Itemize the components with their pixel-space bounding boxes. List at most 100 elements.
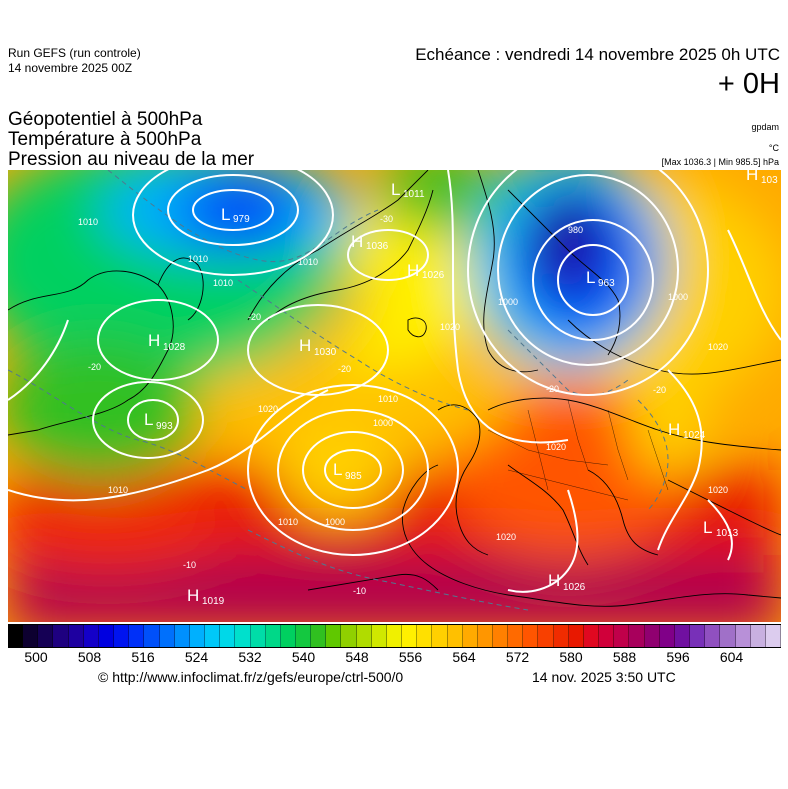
color-scale-swatch bbox=[38, 625, 54, 647]
pressure-center-type: L bbox=[221, 205, 230, 224]
unit-pressure-range: [Max 1036.3 | Min 985.5] hPa bbox=[661, 157, 779, 167]
color-scale-swatch bbox=[311, 625, 327, 647]
color-scale-swatch bbox=[659, 625, 675, 647]
color-scale-swatch bbox=[280, 625, 296, 647]
color-scale-swatch bbox=[462, 625, 478, 647]
color-scale-label: 540 bbox=[291, 649, 316, 665]
isotherm-label: -20 bbox=[338, 364, 351, 374]
isobar-label: 1000 bbox=[668, 292, 688, 302]
pressure-center-type: H bbox=[187, 586, 199, 605]
layer-title-temperature: Température à 500hPa bbox=[8, 129, 202, 150]
color-scale-label: 508 bbox=[77, 649, 102, 665]
pressure-center-value: 1026 bbox=[422, 270, 445, 281]
color-scale-swatch bbox=[705, 625, 721, 647]
geopotential-field bbox=[8, 170, 781, 622]
isotherm-label: -20 bbox=[546, 384, 559, 394]
color-scale-swatch bbox=[553, 625, 569, 647]
color-scale-swatch bbox=[402, 625, 418, 647]
isobar-label: 1020 bbox=[546, 442, 566, 452]
generation-timestamp: 14 nov. 2025 3:50 UTC bbox=[532, 669, 676, 685]
layer-title-geopotential: Géopotentiel à 500hPa bbox=[8, 109, 203, 130]
isobar-label: 1000 bbox=[325, 517, 345, 527]
color-scale-label: 500 bbox=[24, 649, 48, 665]
unit-temperature: °C bbox=[768, 143, 779, 153]
pressure-center-type: L bbox=[586, 268, 595, 287]
color-scale-swatch bbox=[735, 625, 751, 647]
isobar-label: 1010 bbox=[298, 257, 318, 267]
color-scale-swatch bbox=[235, 625, 251, 647]
pressure-center-value: 979 bbox=[233, 214, 250, 225]
pressure-centers: L 979 L 1011 H 1036 H 1026 H 1028 H 1030… bbox=[144, 170, 778, 607]
pressure-center-type: H bbox=[148, 331, 160, 350]
isotherm-label: -30 bbox=[380, 214, 393, 224]
pressure-center-type: H bbox=[299, 336, 311, 355]
color-scale-swatch bbox=[599, 625, 615, 647]
isobar-label: 1020 bbox=[440, 322, 460, 332]
color-scale-swatch bbox=[114, 625, 130, 647]
color-scale-label: 564 bbox=[452, 649, 476, 665]
color-scale-swatch bbox=[265, 625, 281, 647]
pressure-center-value: 1026 bbox=[563, 582, 586, 593]
pressure-center-value: 993 bbox=[156, 421, 173, 432]
color-scale-swatch bbox=[83, 625, 99, 647]
color-scale-labels: 500 508 516 524 532 540 548 556 564 572 580 588 596 6… bbox=[8, 649, 781, 667]
color-scale-swatch bbox=[250, 625, 266, 647]
color-scale-label: 524 bbox=[184, 649, 209, 665]
color-scale-swatch bbox=[341, 625, 357, 647]
pressure-center-value: 1036 bbox=[366, 241, 389, 252]
run-name: Run GEFS (run controle) bbox=[8, 46, 141, 60]
color-scale-swatch bbox=[8, 625, 24, 647]
pressure-center-value: 1024 bbox=[683, 430, 706, 441]
isotherm-label: -20 bbox=[248, 312, 261, 322]
color-scale-swatch bbox=[295, 625, 312, 647]
validity-time: Echéance : vendredi 14 novembre 2025 0h … bbox=[415, 45, 780, 64]
color-scale-swatch bbox=[538, 625, 554, 647]
color-scale-swatch bbox=[326, 625, 342, 647]
isobar-label: 1010 bbox=[213, 278, 233, 288]
color-scale-label: 532 bbox=[238, 649, 262, 665]
color-scale-swatch bbox=[68, 625, 84, 647]
isobar-label: 1000 bbox=[498, 297, 518, 307]
color-scale-swatch bbox=[583, 625, 600, 647]
color-scale-swatch bbox=[614, 625, 630, 647]
country-borders bbox=[487, 399, 669, 501]
pressure-center-value: 1028 bbox=[163, 342, 186, 353]
pressure-center-value: 1019 bbox=[202, 596, 225, 607]
color-scale-swatch bbox=[174, 625, 190, 647]
pressure-center-type: L bbox=[333, 460, 342, 479]
pressure-center-value: 1030 bbox=[314, 347, 337, 358]
isobar-value-labels: 1010 1010 1010 1010 1020 1020 1010 1000 … bbox=[78, 217, 728, 542]
pressure-center-type: L bbox=[391, 180, 400, 199]
pressure-center-type: H bbox=[668, 420, 680, 439]
weather-map[interactable]: 1010 1010 1010 1010 1020 1020 1010 1000 … bbox=[8, 170, 781, 622]
layer-title-pressure: Pression au niveau de la mer bbox=[8, 149, 255, 170]
temperature-isotherms bbox=[8, 170, 669, 611]
coastlines bbox=[8, 170, 781, 607]
color-scale-swatch bbox=[568, 625, 584, 647]
isotherm-label: -20 bbox=[653, 385, 666, 395]
isotherm-label: -20 bbox=[88, 362, 101, 372]
isobar-label: 980 bbox=[568, 225, 583, 235]
isobars bbox=[8, 170, 781, 593]
pressure-center-value: 963 bbox=[598, 278, 615, 289]
source-credit: © http://www.infoclimat.fr/z/gefs/europe… bbox=[98, 669, 404, 685]
isotherm-label: -10 bbox=[353, 586, 366, 596]
pressure-center-value: 985 bbox=[345, 471, 362, 482]
color-scale-swatch bbox=[508, 625, 524, 647]
color-scale-swatch bbox=[523, 625, 539, 647]
temperature-value-labels: -30 -20 -20 -20 -10 -10 -20 -20 bbox=[88, 214, 666, 596]
color-scale-label: 516 bbox=[131, 649, 155, 665]
isobar-label: 1010 bbox=[78, 217, 98, 227]
unit-geopotential: gpdam bbox=[751, 122, 779, 132]
color-scale-swatch bbox=[417, 625, 433, 647]
color-scale-swatch bbox=[386, 625, 403, 647]
color-scale-swatch bbox=[220, 625, 236, 647]
color-scale-swatch bbox=[765, 625, 781, 647]
isobar-label: 1020 bbox=[258, 404, 278, 414]
color-scale-swatch bbox=[720, 625, 736, 647]
color-scale-swatch bbox=[98, 625, 115, 647]
isobar-label: 1020 bbox=[708, 485, 728, 495]
color-scale-swatch bbox=[477, 625, 493, 647]
color-scale-swatch bbox=[432, 625, 448, 647]
isotherm-label: -10 bbox=[183, 560, 196, 570]
